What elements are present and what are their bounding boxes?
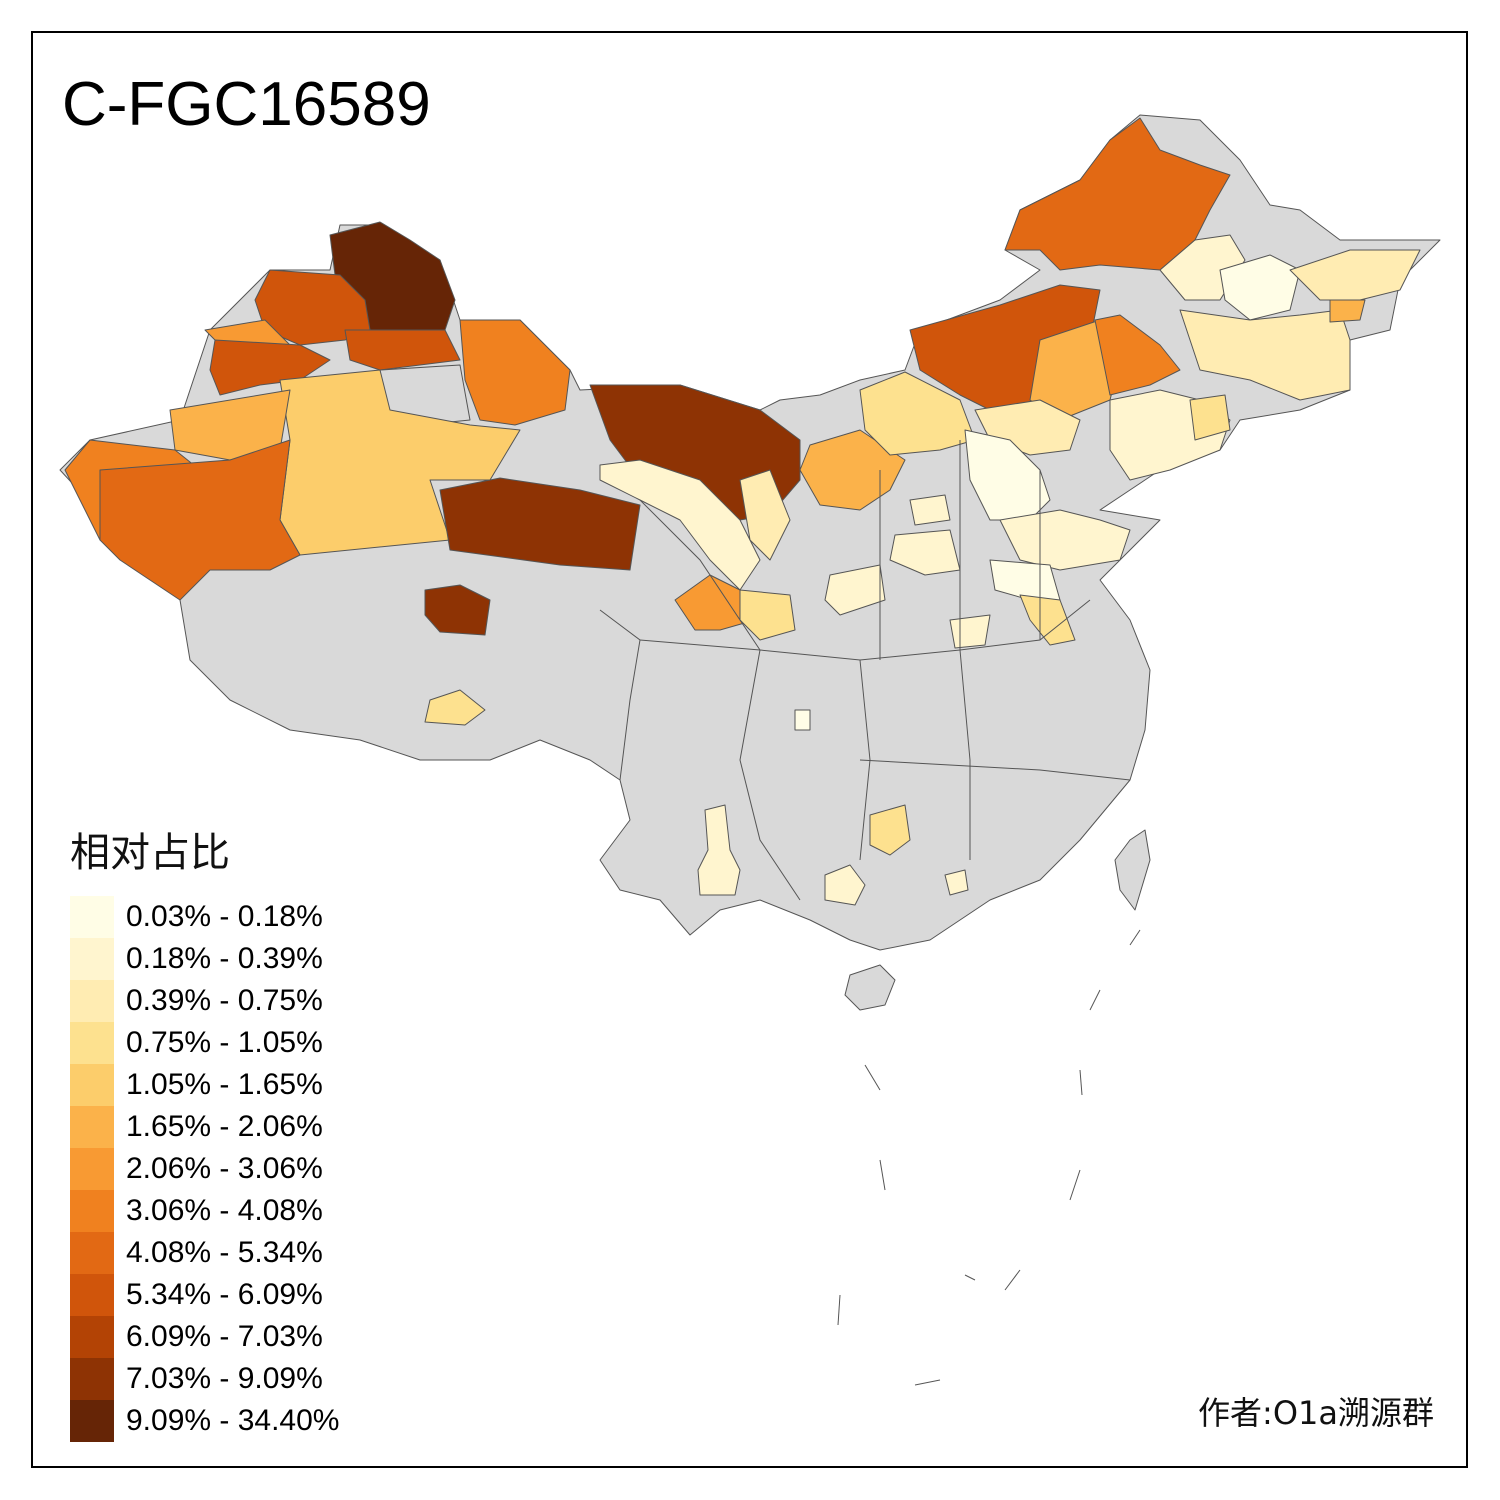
- region-hulunbuir: [1004, 117, 1231, 271]
- legend: 相对占比 0.03% - 0.18% 0.18% - 0.39% 0.39% - 0…: [70, 820, 339, 1442]
- legend-item: 1.05% - 1.65%: [70, 1064, 339, 1106]
- region-shanxi-spot: [909, 494, 951, 526]
- legend-label: 3.06% - 4.08%: [126, 1194, 323, 1227]
- legend-item: 0.39% - 0.75%: [70, 980, 339, 1022]
- region-haixi: [439, 477, 641, 571]
- region-changji: [344, 329, 461, 371]
- region-tibet-spot: [424, 689, 486, 726]
- legend-item: 3.06% - 4.08%: [70, 1190, 339, 1232]
- legend-swatch: [70, 896, 114, 938]
- legend-item: 5.34% - 6.09%: [70, 1274, 339, 1316]
- legend-item: 7.03% - 9.09%: [70, 1358, 339, 1400]
- region-taiwan: [1114, 829, 1151, 911]
- region-sichuan-spot: [794, 709, 811, 731]
- region-shandong-west: [999, 509, 1131, 571]
- legend-label: 0.39% - 0.75%: [126, 984, 323, 1017]
- legend-label: 0.75% - 1.05%: [126, 1026, 323, 1059]
- region-yunnan: [697, 804, 741, 896]
- region-henan-west: [949, 614, 991, 649]
- region-ningxia: [739, 469, 791, 561]
- region-liaoning-east: [1189, 394, 1231, 441]
- legend-label: 9.09% - 34.40%: [126, 1404, 340, 1437]
- legend-swatch: [70, 1232, 114, 1274]
- legend-label: 1.65% - 2.06%: [126, 1110, 323, 1143]
- legend-item: 9.09% - 34.40%: [70, 1400, 339, 1442]
- legend-swatch: [70, 1148, 114, 1190]
- legend-swatch: [70, 1358, 114, 1400]
- region-shaanxi-south: [824, 564, 886, 616]
- legend-label: 5.34% - 6.09%: [126, 1278, 323, 1311]
- region-ordos: [799, 429, 906, 511]
- map-title: C-FGC16589: [62, 70, 431, 139]
- legend-item: 0.03% - 0.18%: [70, 896, 339, 938]
- legend-label: 2.06% - 3.06%: [126, 1152, 323, 1185]
- legend-item: 2.06% - 3.06%: [70, 1148, 339, 1190]
- legend-swatch: [70, 938, 114, 980]
- region-jilin-east: [1329, 299, 1366, 323]
- region-hotan: [99, 439, 301, 601]
- region-guangxi: [824, 864, 866, 906]
- legend-item: 1.65% - 2.06%: [70, 1106, 339, 1148]
- legend-title: 相对占比: [70, 830, 230, 876]
- region-jilin: [1179, 309, 1351, 401]
- region-tongliao: [1094, 314, 1181, 396]
- legend-item: 6.09% - 7.03%: [70, 1316, 339, 1358]
- legend-items: 0.03% - 0.18% 0.18% - 0.39% 0.39% - 0.75% 0…: [70, 896, 339, 1442]
- legend-swatch: [70, 1316, 114, 1358]
- region-tianshui: [739, 589, 796, 641]
- legend-label: 1.05% - 1.65%: [126, 1068, 323, 1101]
- region-tacheng: [254, 269, 371, 346]
- legend-label: 7.03% - 9.09%: [126, 1362, 323, 1395]
- legend-swatch: [70, 980, 114, 1022]
- legend-swatch: [70, 1274, 114, 1316]
- region-hainan: [844, 964, 896, 1011]
- author-credit: 作者:O1a溯源群: [1198, 1394, 1434, 1432]
- region-guangdong: [944, 869, 969, 896]
- region-heilongjiang-east: [1289, 249, 1421, 301]
- legend-item: 4.08% - 5.34%: [70, 1232, 339, 1274]
- legend-item: 0.18% - 0.39%: [70, 938, 339, 980]
- legend-swatch: [70, 1400, 114, 1442]
- region-tibet-north: [424, 584, 491, 636]
- legend-swatch: [70, 1106, 114, 1148]
- region-heilongjiang-mid: [1219, 254, 1301, 321]
- legend-swatch: [70, 1064, 114, 1106]
- legend-label: 0.03% - 0.18%: [126, 900, 323, 933]
- region-ulanqab: [859, 371, 976, 456]
- region-guizhou-hunan: [869, 804, 911, 856]
- region-henan-east: [1019, 594, 1076, 646]
- legend-label: 0.18% - 0.39%: [126, 942, 323, 975]
- region-shanxi-mid: [889, 529, 961, 576]
- region-hami: [459, 319, 571, 426]
- legend-label: 6.09% - 7.03%: [126, 1320, 323, 1353]
- legend-label: 4.08% - 5.34%: [126, 1236, 323, 1269]
- legend-swatch: [70, 1022, 114, 1064]
- legend-item: 0.75% - 1.05%: [70, 1022, 339, 1064]
- legend-swatch: [70, 1190, 114, 1232]
